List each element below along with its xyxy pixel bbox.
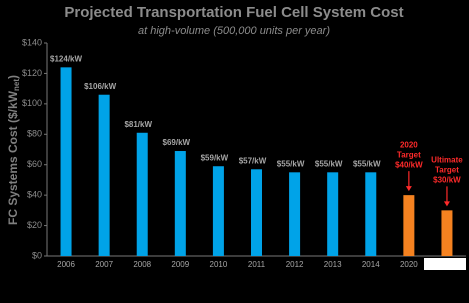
value-label: $55/kW xyxy=(277,159,305,168)
x-tick-label: 2020 xyxy=(400,260,418,269)
value-label: $40/kW xyxy=(395,160,423,169)
value-label: $55/kW xyxy=(353,159,381,168)
bar xyxy=(98,94,110,256)
target-note: Target xyxy=(397,150,421,159)
target-arrowhead xyxy=(405,186,412,192)
x-tick-label: 2014 xyxy=(362,260,380,269)
target-note: Ultimate xyxy=(431,155,463,164)
value-label: $55/kW xyxy=(315,159,343,168)
target-note: Target xyxy=(435,165,459,174)
y-tick-label: $100 xyxy=(22,98,42,108)
bar xyxy=(212,166,224,256)
y-label-sub: net xyxy=(12,79,21,91)
y-label-end: ) xyxy=(6,75,20,79)
y-tick-label: $140 xyxy=(22,37,42,47)
chart-subtitle: at high-volume (500,000 units per year) xyxy=(138,25,330,37)
value-label: $81/kW xyxy=(124,120,152,129)
x-tick-label: 2010 xyxy=(210,260,228,269)
y-tick-label: $20 xyxy=(27,220,42,230)
value-label: $30/kW xyxy=(433,175,461,184)
bar xyxy=(441,210,453,256)
value-label: $69/kW xyxy=(163,138,191,147)
x-tick-label: 2007 xyxy=(95,260,113,269)
x-tick-label: 2006 xyxy=(57,260,75,269)
bar xyxy=(289,172,301,256)
bar xyxy=(60,67,72,256)
bar xyxy=(365,172,377,256)
target-note: 2020 xyxy=(400,140,418,149)
x-tick-label: 2011 xyxy=(248,260,266,269)
bar xyxy=(136,132,148,256)
y-tick-label: $60 xyxy=(27,159,42,169)
y-label-main: FC Systems Cost ($/kW xyxy=(6,90,20,225)
value-label: $106/kW xyxy=(84,82,116,91)
label-cover xyxy=(424,258,466,270)
y-tick-label: $40 xyxy=(27,190,42,200)
value-label: $124/kW xyxy=(50,54,82,63)
y-axis-label: FC Systems Cost ($/kWnet) xyxy=(6,75,21,225)
y-tick-label: $80 xyxy=(27,129,42,139)
bar xyxy=(251,169,262,256)
bar xyxy=(174,151,186,256)
bar xyxy=(403,195,415,256)
y-tick-label: $120 xyxy=(22,68,42,78)
x-tick-label: 2009 xyxy=(171,260,189,269)
x-tick-label: 2012 xyxy=(286,260,304,269)
x-tick-label: 2013 xyxy=(324,260,342,269)
y-tick-label: $0 xyxy=(32,250,42,260)
bar xyxy=(327,172,339,256)
x-tick-label: 2008 xyxy=(133,260,151,269)
chart-title: Projected Transportation Fuel Cell Syste… xyxy=(64,4,403,21)
value-label: $57/kW xyxy=(239,156,267,165)
value-label: $59/kW xyxy=(201,153,229,162)
target-arrowhead xyxy=(443,201,450,207)
